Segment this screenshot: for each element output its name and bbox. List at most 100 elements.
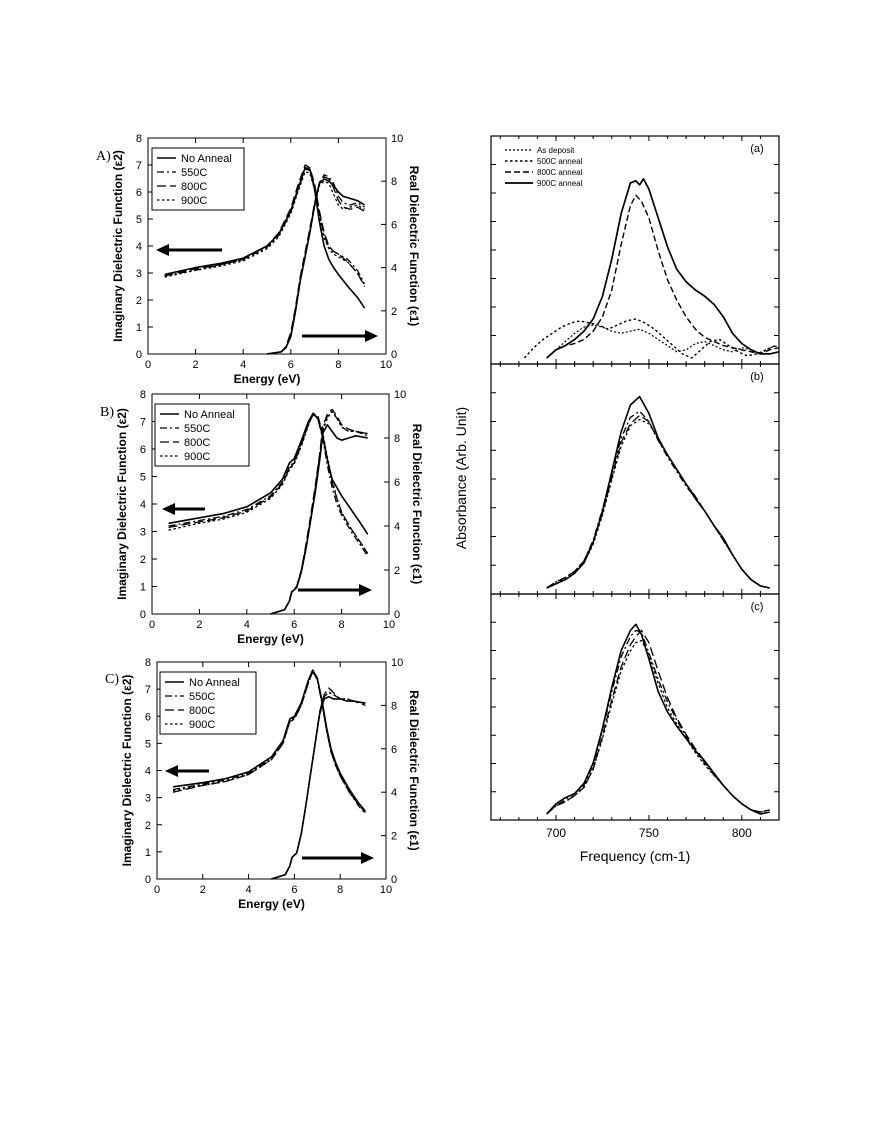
series-line: [546, 418, 770, 589]
y-axis-label: Absorbance (Arb. Unit): [453, 407, 469, 549]
y-tick-label-left: 8: [136, 133, 142, 145]
left-axis-arrow: [165, 765, 209, 777]
x-tick-label: 2: [196, 619, 202, 631]
x-axis-label: Energy (eV): [234, 372, 301, 386]
series-line: [546, 639, 770, 815]
y-tick-label-left: 5: [136, 214, 142, 226]
y-tick-label-right: 8: [391, 700, 397, 712]
y-axis-label-left: Imaginary Dielectric Function (ε2): [115, 408, 129, 600]
panel-label: (c): [751, 601, 764, 613]
y-tick-label-left: 8: [145, 657, 151, 669]
x-axis-label: Frequency (cm-1): [580, 848, 690, 864]
y-axis-label-right: Real Dielectric Function (ε1): [410, 424, 424, 584]
y-tick-label-left: 4: [145, 766, 151, 778]
y-tick-label-left: 3: [136, 268, 142, 280]
right-axis-arrow-head: [361, 852, 374, 864]
y-tick-label-left: 1: [140, 582, 146, 594]
series-line: [168, 412, 369, 554]
y-tick-label-left: 2: [136, 295, 142, 307]
x-tick-label: 800: [732, 826, 752, 840]
legend-label: 900C: [181, 195, 207, 207]
y-tick-label-right: 4: [394, 521, 400, 533]
series-line: [270, 410, 368, 615]
series-line: [271, 691, 366, 880]
y-tick-label-right: 6: [394, 477, 400, 489]
right-axis-arrow-head: [359, 584, 372, 596]
y-tick-label-left: 1: [136, 322, 142, 334]
y-tick-label-right: 0: [391, 349, 397, 361]
y-axis-label-left: Imaginary Dielectric Function (ε2): [120, 675, 134, 867]
y-tick-label-right: 0: [391, 874, 397, 886]
x-tick-label: 4: [240, 359, 246, 371]
y-tick-label-left: 1: [145, 847, 151, 859]
y-tick-label-left: 5: [145, 738, 151, 750]
y-tick-label-right: 6: [391, 744, 397, 756]
x-tick-label: 0: [154, 884, 160, 896]
x-tick-label: 10: [383, 619, 395, 631]
y-tick-label-left: 7: [136, 160, 142, 172]
legend: No Anneal 550C 800C 900C: [159, 671, 257, 735]
legend-label: 550C: [189, 691, 215, 703]
x-tick-label: 4: [246, 884, 252, 896]
plot-frame: [490, 593, 780, 821]
x-tick-label: 2: [200, 884, 206, 896]
series-line: [164, 171, 366, 286]
series-line: [164, 166, 366, 309]
x-axis-label: Energy (eV): [238, 897, 305, 911]
legend-label: No Anneal: [184, 409, 235, 421]
y-tick-label-left: 0: [140, 609, 146, 621]
panel-label: C): [105, 672, 119, 687]
legend: No Anneal 550C 800C 900C: [154, 403, 250, 467]
series-line: [266, 180, 365, 355]
x-tick-label: 700: [546, 826, 566, 840]
x-tick-label: 10: [380, 884, 392, 896]
series-line: [546, 194, 780, 359]
legend-label: As deposit: [537, 146, 575, 155]
legend: No Anneal 550C 800C 900C: [151, 147, 245, 211]
x-tick-label: 2: [193, 359, 199, 371]
y-tick-label-right: 4: [391, 787, 397, 799]
legend-label: No Anneal: [181, 153, 232, 165]
legend-label: 500C anneal: [537, 157, 583, 166]
y-tick-label-left: 2: [140, 554, 146, 566]
x-tick-label: 6: [288, 359, 294, 371]
panel-label: (b): [750, 371, 763, 383]
x-tick-label: 0: [149, 619, 155, 631]
x-tick-label: 6: [291, 619, 297, 631]
y-tick-label-right: 4: [391, 263, 397, 275]
left-axis-arrow: [162, 503, 205, 515]
series-line: [546, 414, 770, 589]
y-tick-label-left: 7: [145, 684, 151, 696]
y-tick-label-right: 8: [391, 176, 397, 188]
y-tick-label-left: 0: [136, 349, 142, 361]
left-axis-arrow: [156, 244, 222, 256]
y-tick-label-left: 6: [145, 711, 151, 723]
y-tick-label-left: 5: [140, 472, 146, 484]
legend-label: 900C: [189, 719, 215, 731]
legend-label: 550C: [181, 167, 207, 179]
y-tick-label-left: 6: [140, 444, 146, 456]
x-tick-label: 0: [145, 359, 151, 371]
y-tick-label-left: 6: [136, 187, 142, 199]
legend-label: No Anneal: [189, 677, 240, 689]
panel-label: (a): [750, 143, 763, 155]
legend-label: 800C: [181, 181, 207, 193]
y-tick-label-left: 2: [145, 820, 151, 832]
right-axis-arrow: [302, 330, 378, 342]
right-axis-arrow: [298, 584, 372, 596]
series-line: [546, 395, 770, 589]
y-tick-label-right: 8: [394, 433, 400, 445]
left-axis-arrow-head: [156, 244, 169, 256]
y-tick-label-right: 10: [391, 133, 403, 145]
y-tick-label-right: 2: [391, 831, 397, 843]
legend-label: 800C anneal: [537, 168, 583, 177]
series-line: [172, 670, 366, 812]
legend-label: 900C: [184, 451, 210, 463]
series-line: [168, 413, 369, 557]
y-axis-label-left: Imaginary Dielectric Function (ε2): [111, 150, 125, 342]
right-axis-arrow: [302, 852, 374, 864]
y-tick-label-right: 10: [391, 657, 403, 669]
legend-label: 550C: [184, 423, 210, 435]
y-axis-label-right: Real Dielectric Function (ε1): [407, 690, 421, 850]
series-line: [546, 629, 770, 815]
